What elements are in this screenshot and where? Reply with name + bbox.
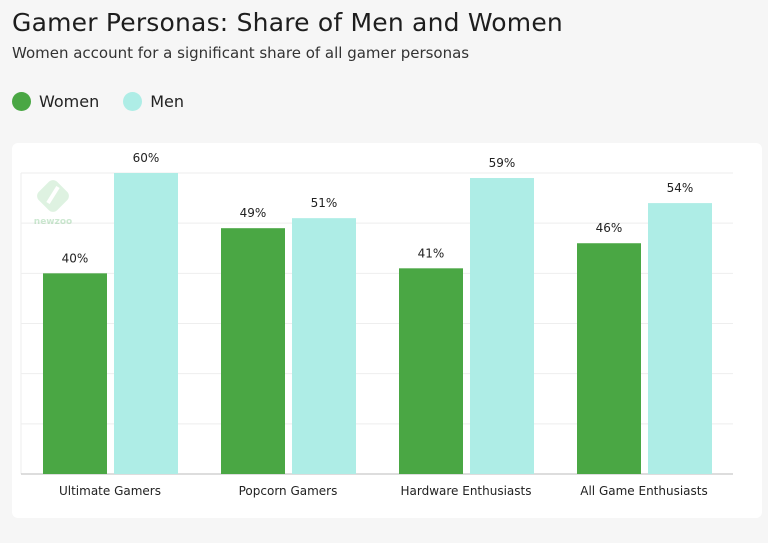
newzoo-logo-watermark: newzoo [34,180,72,227]
chart-card: newzoo 40% 60% 49% 51% 41% 59% 46% 54% Ultimate… [12,143,762,518]
legend-label-men: Men [150,92,185,111]
bar-women [399,268,463,474]
x-tick-label: Ultimate Gamers [59,484,161,498]
x-tick-label: Hardware Enthusiasts [400,484,531,498]
data-label: 59% [489,156,516,170]
data-label: 60% [133,151,160,165]
data-label: 40% [62,251,89,265]
data-label: 54% [667,181,694,195]
chart-subtitle: Women account for a significant share of… [12,44,470,62]
bar-women [577,243,641,474]
bar-men [114,173,178,474]
x-tick-labels: Ultimate Gamers Popcorn Gamers Hardware En… [59,484,708,498]
legend-swatch-women [12,92,31,111]
legend-swatch-men [123,92,143,111]
bar-women [43,273,107,474]
legend-label-women: Women [39,92,100,111]
data-labels: 40% 60% 49% 51% 41% 59% 46% 54% [62,151,694,265]
legend-item-women: Women [12,92,99,111]
chart-title: Gamer Personas: Share of Men and Women [12,8,563,37]
data-label: 51% [311,196,338,210]
watermark-text: newzoo [34,217,72,227]
bars [43,173,712,474]
legend: Women Men [12,92,208,111]
data-label: 49% [240,206,267,220]
data-label: 46% [596,221,623,235]
x-tick-label: All Game Enthusiasts [580,484,707,498]
bar-women [221,228,285,474]
data-label: 41% [418,246,445,260]
x-tick-label: Popcorn Gamers [239,484,338,498]
bar-chart: newzoo 40% 60% 49% 51% 41% 59% 46% 54% Ultimate… [20,151,733,498]
legend-item-men: Men [123,92,184,111]
bar-men [648,203,712,474]
bar-men [470,178,534,474]
bar-men [292,218,356,474]
